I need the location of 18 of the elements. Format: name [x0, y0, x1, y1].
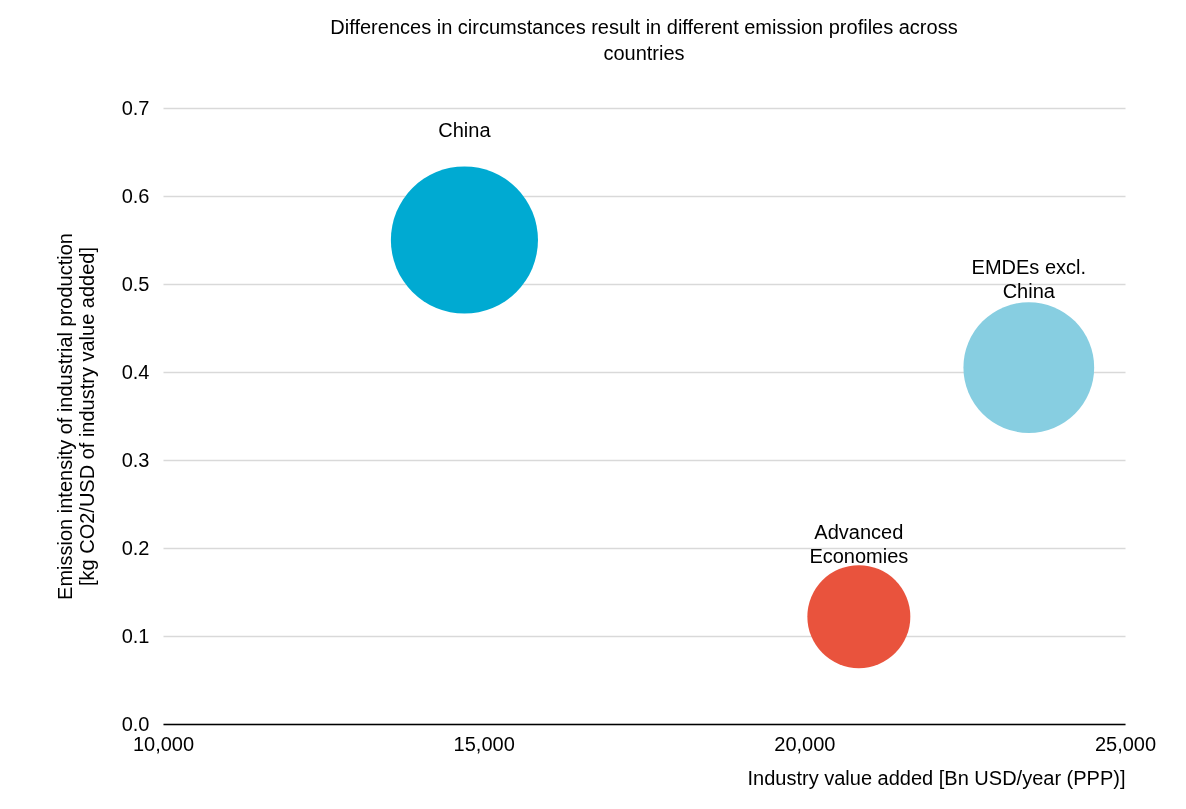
y-tick-label: 0.4: [121, 360, 150, 383]
x-axis-title: Industry value added [Bn USD/year (PPP)]: [747, 766, 1126, 789]
y-tick-label: 0.1: [121, 624, 150, 647]
y-tick-label: 0.2: [121, 536, 150, 559]
x-tick-label: 10,000: [132, 732, 195, 755]
y-tick-label: 0.0: [121, 712, 150, 735]
x-tick-label: 25,000: [1094, 732, 1157, 755]
x-tick-label: 20,000: [774, 732, 836, 755]
y-axis-title: Emission intensity of industrial production [kg CO2/USD of industry value added]: [53, 233, 98, 600]
chart-title: Differences in circumstances result in different emission profiles across countries: [330, 16, 958, 64]
x-tick-label: 15,000: [453, 732, 515, 755]
series-label: Advanced Economies: [809, 520, 909, 567]
series-label: China: [438, 119, 492, 141]
y-tick-label: 0.5: [121, 272, 150, 295]
y-tick-label: 0.6: [121, 184, 150, 207]
y-tick-label: 0.7: [121, 96, 150, 119]
y-tick-label: 0.3: [121, 448, 150, 471]
series-label: EMDEs excl. China: [971, 255, 1087, 302]
